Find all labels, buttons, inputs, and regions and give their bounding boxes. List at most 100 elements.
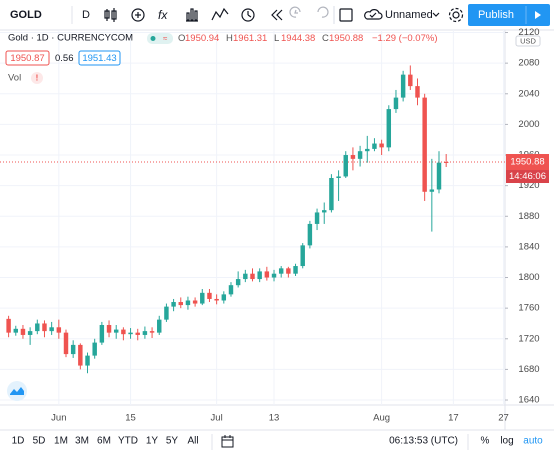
candle-body <box>307 223 313 246</box>
date-range-icon[interactable] <box>221 435 234 448</box>
chart-title: Gold · 1D · CURRENCYCOM <box>8 33 133 44</box>
candle-body <box>300 245 305 267</box>
candle-body <box>185 300 191 306</box>
candle-body <box>365 148 370 152</box>
status-icon: ≈ <box>163 34 168 43</box>
indicators-icon[interactable]: fx <box>158 8 168 22</box>
candle-body <box>400 74 406 98</box>
candle-body <box>85 355 90 366</box>
currency: USD <box>520 36 536 45</box>
visibility-toggle[interactable] <box>147 33 173 44</box>
range-buttons: 1D 5D 1M 3M 6M YTD 1Y 5Y All <box>12 436 199 447</box>
range-button[interactable]: 5D <box>33 436 46 447</box>
candle-body <box>20 328 26 335</box>
range-button[interactable]: 3M <box>75 436 89 447</box>
symbol[interactable]: GOLD <box>10 9 42 21</box>
range-button[interactable]: All <box>187 436 198 447</box>
y-tick-label: 1920 <box>518 180 539 191</box>
candle-body <box>35 323 40 332</box>
last-price-label: 1950.88 <box>510 157 544 168</box>
candle-body <box>372 143 377 149</box>
candle-body <box>393 97 399 110</box>
legend-change: −1.29 (−0.07%) <box>372 33 438 44</box>
y-tick-label: 1720 <box>518 333 539 344</box>
candle-body <box>171 302 176 307</box>
candle-body <box>329 177 334 211</box>
add-icon[interactable] <box>131 8 145 22</box>
candle-body <box>343 155 348 177</box>
y-tick-label: 2080 <box>518 58 539 69</box>
volume-warning[interactable] <box>31 72 43 84</box>
x-tick-label: 17 <box>448 413 459 424</box>
candle-body <box>429 189 435 192</box>
y-tick-label: 1760 <box>518 303 539 314</box>
y-tick-label: 1840 <box>518 241 539 252</box>
interval[interactable]: D <box>82 9 90 21</box>
candle-body <box>422 97 427 192</box>
log-toggle[interactable]: log <box>500 436 513 447</box>
x-tick-label: Jul <box>211 413 223 424</box>
x-tick-label: 13 <box>269 413 280 424</box>
settings-icon[interactable] <box>452 11 460 19</box>
auto-toggle[interactable]: auto <box>523 436 543 447</box>
volume-label: Vol <box>8 73 21 84</box>
candle-body <box>207 292 212 299</box>
publish-label[interactable]: Publish <box>478 9 514 21</box>
publish-arrow[interactable] <box>535 11 541 19</box>
undo-redo[interactable] <box>289 6 329 18</box>
layout-name[interactable]: Unnamed <box>385 9 433 21</box>
replay-icon[interactable] <box>271 9 283 21</box>
chevron[interactable] <box>432 12 440 17</box>
range-button[interactable]: 1Y <box>146 436 159 447</box>
x-tick-label: Jun <box>51 413 66 424</box>
candle-body <box>336 176 341 178</box>
candle-body <box>415 86 420 98</box>
y-tick-label: 1680 <box>518 364 539 375</box>
toolbar-icons: fx <box>104 6 464 24</box>
candle-body <box>135 332 140 335</box>
clock[interactable]: 06:13:53 (UTC) <box>389 436 458 447</box>
candle-body <box>106 324 112 333</box>
candle-body <box>13 328 19 333</box>
candle-body <box>264 271 270 278</box>
candle-body <box>436 162 442 190</box>
layout-icon[interactable] <box>339 8 353 22</box>
range-button[interactable]: 5Y <box>166 436 179 447</box>
bars-icon[interactable] <box>104 8 117 22</box>
publish-button[interactable] <box>468 4 550 26</box>
x-tick-label: 27 <box>498 413 509 424</box>
alert-icon[interactable] <box>241 8 255 22</box>
legend-key: C <box>322 33 329 44</box>
candle-body <box>42 323 47 332</box>
ohlc-legend: O 1950.94 H 1961.31 L 1944.38 C 1950.88 −1.29 (−… <box>178 33 438 44</box>
candle-body <box>286 268 291 274</box>
range-button[interactable]: 1D <box>12 436 25 447</box>
logo[interactable] <box>7 381 27 401</box>
candle-body <box>178 302 183 306</box>
percent-toggle[interactable]: % <box>481 436 490 447</box>
range-button[interactable]: 6M <box>97 436 111 447</box>
bid-box[interactable] <box>5 50 50 66</box>
candle-body <box>271 273 277 278</box>
range-button[interactable]: YTD <box>118 436 138 447</box>
candle-body <box>49 327 54 332</box>
templates-icon[interactable] <box>211 7 229 21</box>
compare-icon[interactable] <box>186 8 198 22</box>
last-price-box <box>506 154 549 171</box>
currency-box <box>515 35 541 47</box>
legend-key: O <box>178 33 185 44</box>
candle-body <box>157 319 162 333</box>
bid: 1950.87 <box>10 53 44 64</box>
candle-body <box>243 273 248 280</box>
candle-body <box>408 74 413 87</box>
candle-body <box>214 298 219 301</box>
legend-value: 1950.88 <box>329 33 363 44</box>
candle-body <box>357 151 363 159</box>
range-button[interactable]: 1M <box>54 436 68 447</box>
legend-key: H <box>226 33 233 44</box>
candle-body <box>250 273 255 280</box>
candle-body <box>56 327 62 333</box>
candle-body <box>386 109 392 148</box>
candle-body <box>200 292 205 304</box>
ask-box[interactable] <box>78 50 121 66</box>
